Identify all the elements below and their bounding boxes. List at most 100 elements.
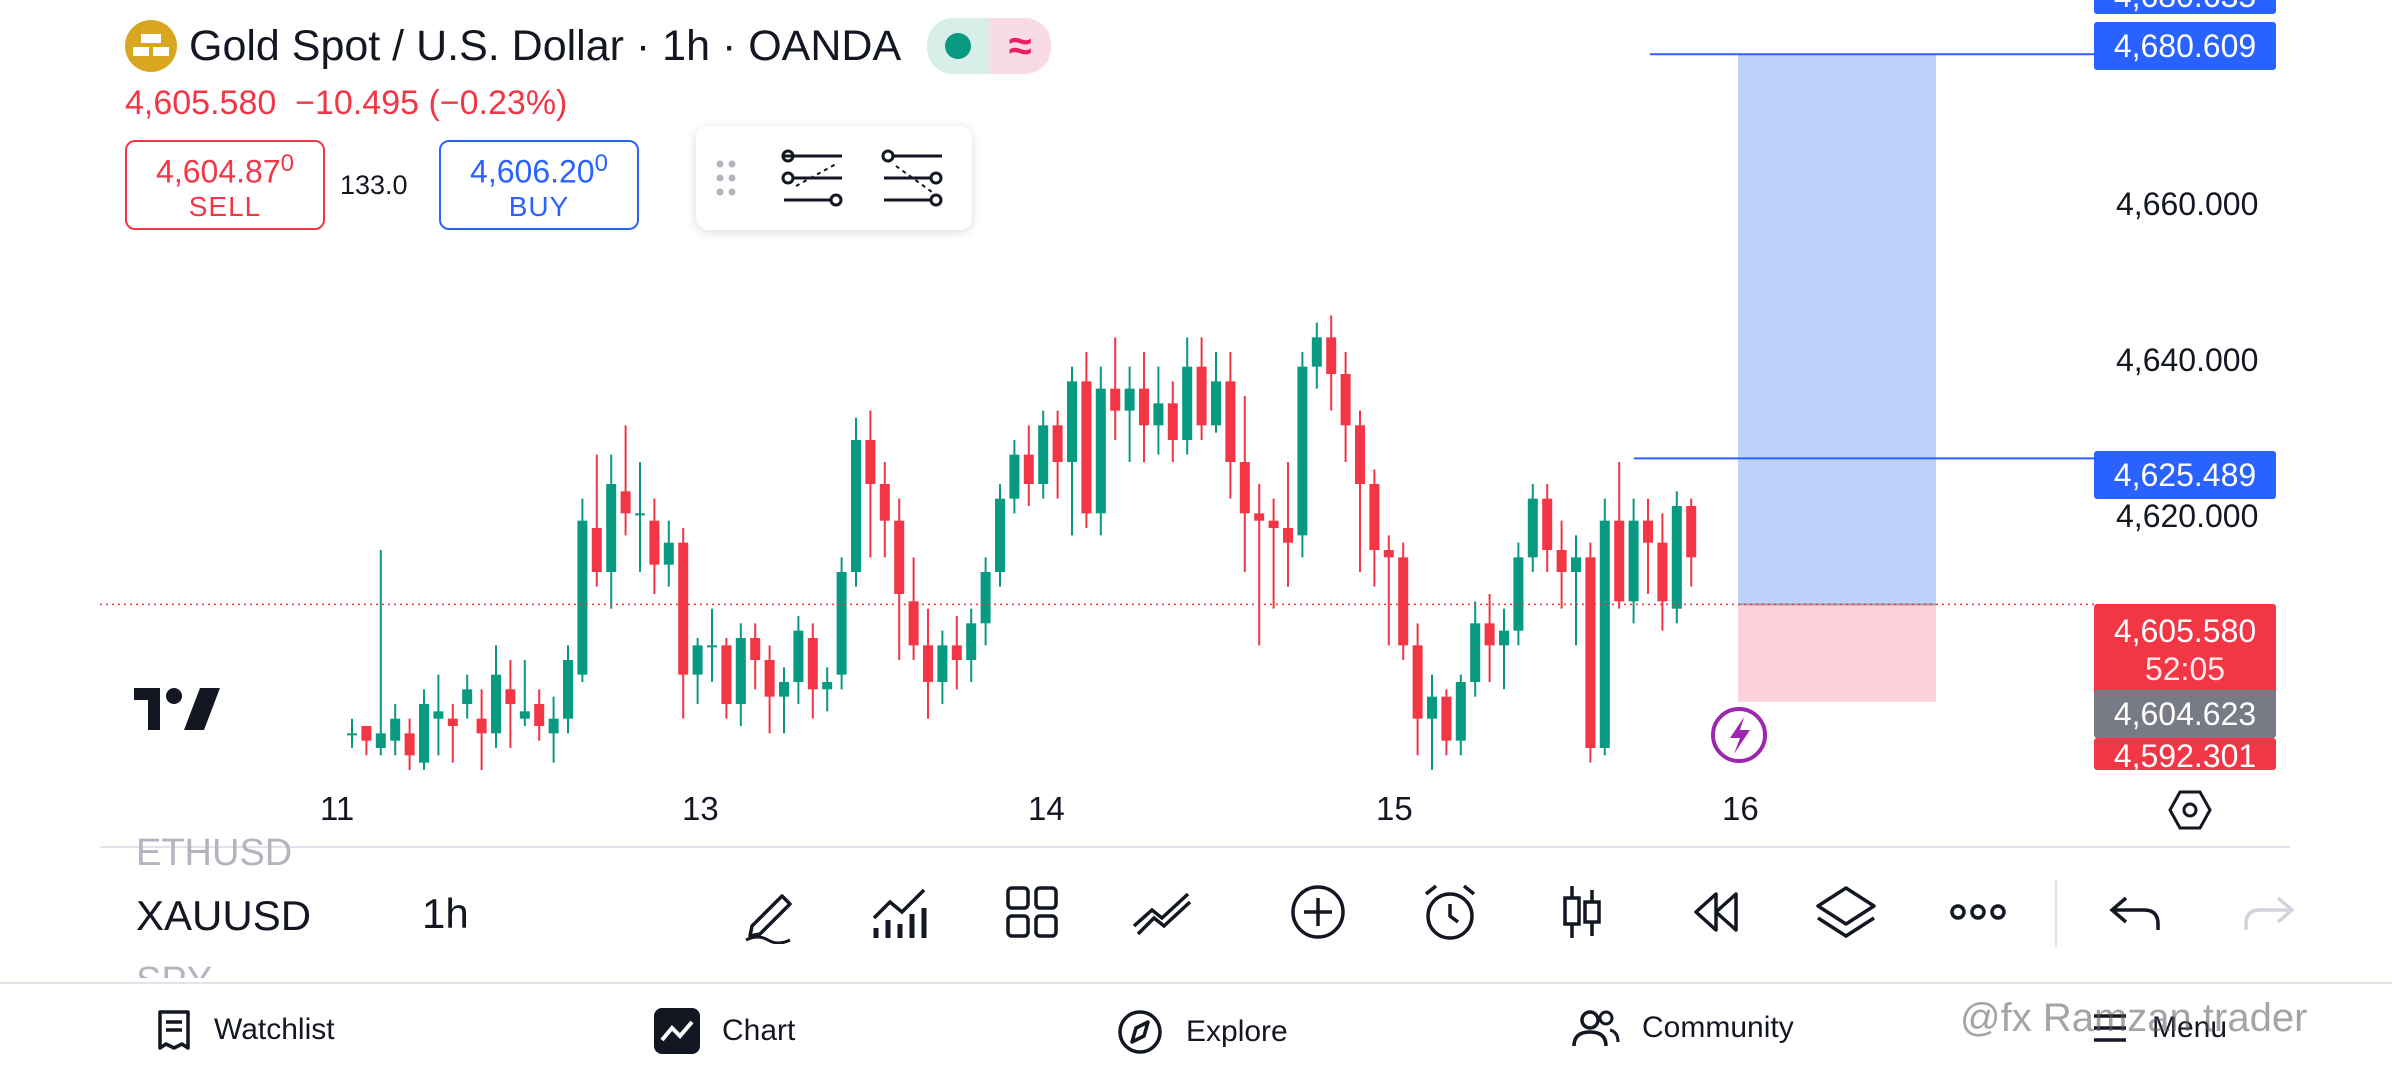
symbol-selector[interactable]: XAUUSD <box>136 892 312 939</box>
candle-body <box>1326 337 1337 374</box>
nav-watchlist-label: Watchlist <box>214 1013 335 1046</box>
candle-body <box>1614 520 1625 602</box>
candle-body <box>390 718 401 741</box>
candle-body <box>793 630 804 682</box>
status-badges[interactable]: ≈ <box>927 18 1052 74</box>
interval-selector[interactable]: 1h <box>422 890 469 937</box>
candle-body <box>807 638 818 690</box>
candle-body <box>1470 623 1481 682</box>
candle-body <box>361 726 372 741</box>
candle-body <box>692 645 703 675</box>
symbol-next[interactable]: SPY <box>136 960 212 978</box>
redo-icon[interactable] <box>2236 880 2300 944</box>
indicators-icon[interactable] <box>868 880 932 944</box>
long-position-settings-icon[interactable] <box>781 149 843 207</box>
candle-body <box>577 520 588 675</box>
candle-body <box>1182 366 1193 440</box>
candle-body <box>491 674 501 734</box>
nav-explore[interactable]: Explore <box>1116 1008 1288 1056</box>
nav-community[interactable]: Community <box>1572 1008 1794 1048</box>
candle-body <box>1671 506 1682 609</box>
candle-body <box>519 711 530 719</box>
price-tag-stop: 4,592.301 <box>2094 738 2276 770</box>
nav-menu[interactable]: Menu <box>2090 1008 2227 1048</box>
candle-body <box>347 733 357 736</box>
candle-body <box>1283 528 1293 543</box>
candle-body <box>1297 366 1308 536</box>
candle-body <box>1657 542 1668 602</box>
candle-body <box>1412 645 1423 719</box>
menu-icon <box>2094 1014 2126 1042</box>
more-icon[interactable] <box>1946 880 2010 944</box>
price-change: −10.495 (−0.23%) <box>295 84 568 122</box>
candle-body <box>1081 381 1092 514</box>
position-stop-zone <box>1738 604 1936 702</box>
symbol-title: Gold Spot / U.S. Dollar · 1h · OANDA <box>189 21 902 70</box>
sell-button[interactable]: 4,604.870 SELL <box>125 140 325 230</box>
candle-body <box>894 520 905 594</box>
candles-icon[interactable] <box>1550 880 1614 944</box>
undo-icon[interactable] <box>2104 880 2168 944</box>
candle-body <box>1628 520 1639 602</box>
candle-body <box>1542 498 1553 550</box>
position-target-zone <box>1738 54 1936 605</box>
price-tag-target[interactable]: 4,680.609 <box>2094 22 2276 70</box>
pencil-icon[interactable] <box>738 880 802 944</box>
candle-body <box>721 645 732 704</box>
nav-watchlist[interactable]: Watchlist <box>156 1008 335 1052</box>
candle-body <box>764 660 775 697</box>
add-icon[interactable] <box>1286 880 1350 944</box>
candle-body <box>663 542 674 565</box>
candle-body <box>1009 454 1020 499</box>
candle-body <box>750 638 761 660</box>
last-price-tag: 4,605.580 52:05 <box>2094 604 2276 696</box>
trend-lines-icon[interactable] <box>1130 880 1194 944</box>
candle-body <box>1513 557 1524 631</box>
floating-drawing-toolbar[interactable] <box>696 126 972 230</box>
last-price: 4,605.580 <box>125 84 277 122</box>
layers-icon[interactable] <box>1814 880 1878 944</box>
candle-body <box>1340 374 1351 426</box>
drag-handle-icon[interactable] <box>716 160 736 196</box>
candle-body <box>1484 623 1495 646</box>
candle-body <box>620 491 631 514</box>
candle-body <box>1095 388 1106 514</box>
buy-button[interactable]: 4,606.200 BUY <box>439 140 639 230</box>
candle-body <box>1398 557 1409 646</box>
price-tag-entry[interactable]: 4,625.489 <box>2094 451 2276 499</box>
nav-chart-label: Chart <box>722 1014 796 1047</box>
community-icon <box>1572 1010 1620 1047</box>
lightning-event-icon[interactable] <box>1711 707 1767 763</box>
candle-body <box>591 528 602 572</box>
candle-body <box>433 711 444 719</box>
candle-body <box>1369 484 1380 550</box>
price-change-line: 4,605.580 −10.495 (−0.23%) <box>125 84 567 123</box>
candle-body <box>1239 462 1250 514</box>
alarm-clock-icon[interactable] <box>1418 880 1482 944</box>
divider <box>100 846 2290 848</box>
price-chart[interactable] <box>0 0 2392 840</box>
candle-body <box>1167 403 1178 440</box>
candle-body <box>980 572 991 624</box>
short-position-settings-icon[interactable] <box>881 149 943 207</box>
candle-body <box>951 645 962 660</box>
replay-icon[interactable] <box>1682 880 1746 944</box>
approx-wave-icon[interactable]: ≈ <box>989 18 1052 74</box>
candle-body <box>505 689 516 704</box>
candle-body <box>1527 498 1538 558</box>
candle-body <box>1052 425 1063 462</box>
market-open-dot-icon[interactable] <box>927 18 990 74</box>
symbol-header[interactable]: Gold Spot / U.S. Dollar · 1h · OANDA ≈ <box>125 18 1052 74</box>
chart-settings-icon[interactable] <box>2168 788 2212 832</box>
time-axis-label: 14 <box>1028 790 1065 827</box>
nav-chart[interactable]: Chart <box>654 1008 795 1054</box>
candle-body <box>1599 520 1610 748</box>
tradingview-logo-icon <box>134 688 220 730</box>
candle-body <box>879 484 890 521</box>
candle-body <box>635 513 645 516</box>
candle-body <box>1571 557 1581 572</box>
candle-body <box>1383 550 1394 558</box>
grid-icon[interactable] <box>1000 880 1064 944</box>
symbol-prev[interactable]: ETHUSD <box>136 832 293 866</box>
candle-body <box>1196 366 1207 426</box>
